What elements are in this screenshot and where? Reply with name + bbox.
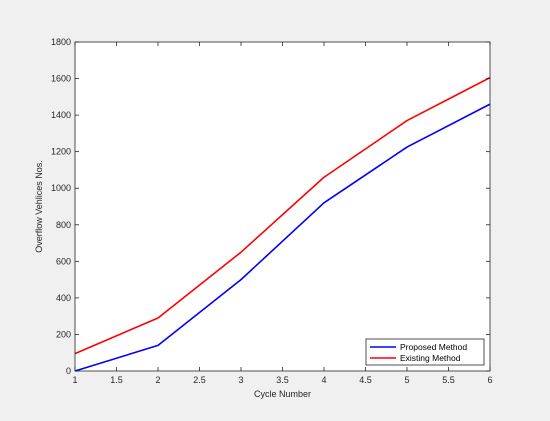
y-tick-label: 400 [56, 293, 71, 303]
series-line-2 [74, 76, 491, 355]
ticks-layer: 1 1.5 2 2.5 3 3.5 4 4.5 5 5.5 6 0 200 400 600 800 1000 12… [51, 37, 493, 385]
legend-box [365, 338, 485, 366]
y-tick-label: 1000 [51, 183, 71, 193]
x-tick-label: 3 [238, 375, 243, 385]
y-tick-label: 800 [56, 220, 71, 230]
x-tick-label: 2 [155, 375, 160, 385]
y-tick-label: 1600 [51, 74, 71, 84]
legend-label-2: Existing Method [400, 353, 461, 363]
series-layer [74, 76, 491, 372]
legend-label-1: Proposed Method [400, 342, 467, 352]
y-tick-label: 200 [56, 329, 71, 339]
x-tick-label: 5.5 [442, 375, 455, 385]
y-tick-label: 0 [66, 366, 71, 376]
plot-area [75, 42, 490, 371]
x-tick-label: 5 [404, 375, 409, 385]
y-tick-label: 1400 [51, 110, 71, 120]
x-tick-label: 3.5 [276, 375, 289, 385]
series-line-1 [74, 103, 491, 372]
y-axis-label: Overflow Vehlices Nos. [34, 160, 44, 253]
x-tick-label: 6 [487, 375, 492, 385]
y-tick-label: 600 [56, 256, 71, 266]
x-tick-label: 1.5 [110, 375, 123, 385]
x-tick-label: 4.5 [359, 375, 372, 385]
y-tick-label: 1800 [51, 37, 71, 47]
x-tick-label: 4 [321, 375, 326, 385]
x-axis-label: Cycle Number [254, 389, 311, 399]
x-tick-label: 1 [72, 375, 77, 385]
x-tick-label: 2.5 [193, 375, 206, 385]
y-tick-label: 1200 [51, 147, 71, 157]
